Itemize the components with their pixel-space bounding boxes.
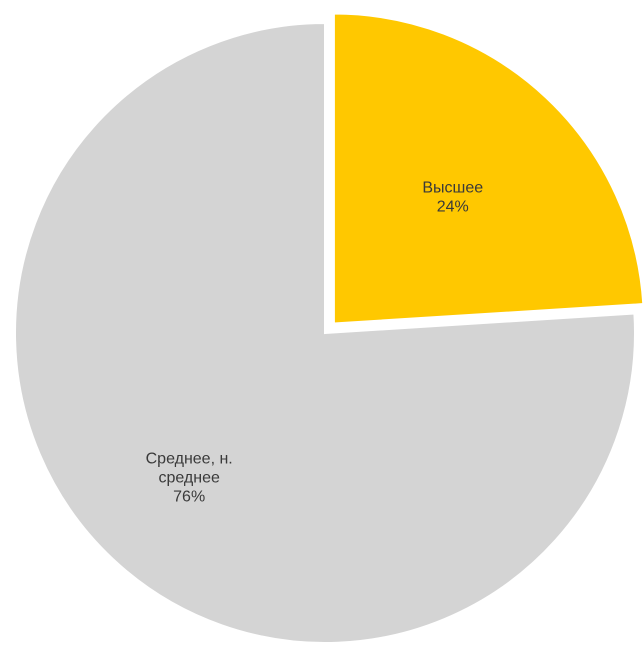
pie-slice-1 — [332, 12, 644, 325]
pie-slices — [14, 12, 644, 644]
pie-slice-label-1: Высшее 24% — [422, 179, 483, 215]
pie-slice-value-label: 76% — [173, 489, 205, 506]
pie-slice-value-label: 24% — [437, 198, 469, 215]
pie-slice-2 — [14, 21, 636, 644]
pie-slice-category-label: Среднее, н. — [146, 451, 233, 468]
pie-slice-category-label: среднее — [158, 470, 220, 487]
pie-labels: Высшее 24% Среднее, н. среднее 76% — [146, 179, 484, 505]
pie-slice-label-2: Среднее, н. среднее 76% — [146, 451, 233, 506]
pie-slice-category-label: Высшее — [422, 179, 483, 196]
